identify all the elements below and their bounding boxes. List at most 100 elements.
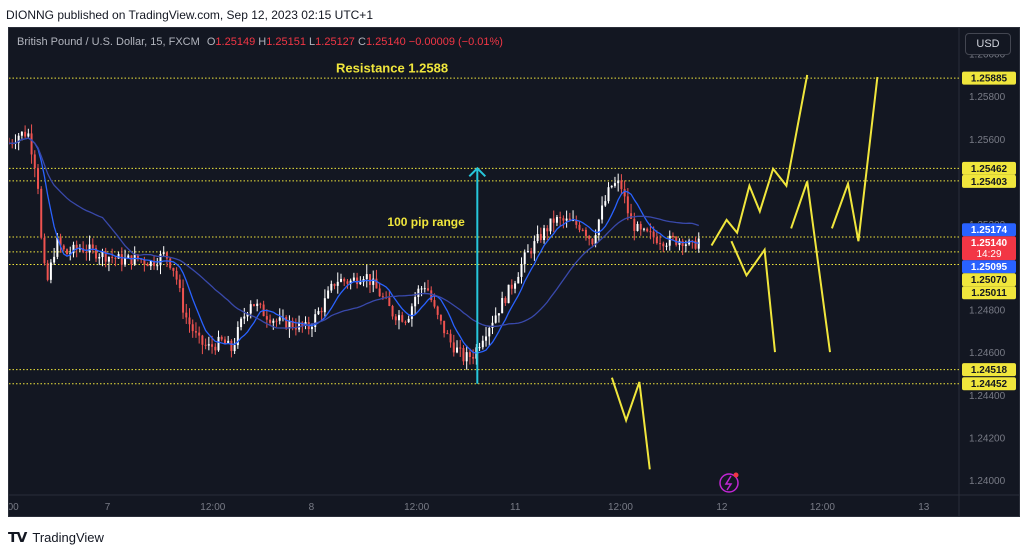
candle-body bbox=[59, 237, 62, 246]
chart-frame[interactable]: 1.260001.258001.256001.254001.252001.250… bbox=[8, 27, 1020, 517]
candle-body bbox=[178, 279, 181, 289]
candle-body bbox=[623, 189, 626, 197]
candle-body bbox=[53, 256, 56, 263]
candle-body bbox=[398, 315, 401, 321]
candle-body bbox=[675, 237, 678, 245]
candle-body bbox=[185, 312, 188, 318]
projection-path bbox=[730, 240, 776, 353]
candle-body bbox=[146, 263, 149, 267]
candle-body bbox=[584, 229, 587, 236]
candle-body bbox=[252, 304, 255, 307]
candle-body bbox=[391, 306, 394, 317]
candle-body bbox=[539, 234, 542, 240]
candle-body bbox=[214, 346, 217, 351]
candle-body bbox=[485, 336, 488, 341]
projection-path bbox=[790, 181, 831, 353]
price-label-badge bbox=[962, 71, 1016, 85]
candle-body bbox=[37, 168, 40, 189]
price-label-badge bbox=[962, 223, 1016, 237]
candle-body bbox=[288, 320, 291, 329]
candle-body bbox=[652, 231, 655, 238]
candle-body bbox=[436, 306, 439, 315]
candle-body bbox=[24, 131, 27, 137]
candle-body bbox=[240, 318, 243, 328]
x-tick-label: 12 bbox=[716, 502, 728, 513]
candle-body bbox=[523, 252, 526, 265]
candle-body bbox=[365, 274, 368, 280]
candle-body bbox=[43, 237, 46, 264]
candle-body bbox=[594, 235, 597, 245]
candle-body bbox=[684, 244, 687, 246]
candle-body bbox=[414, 297, 417, 307]
brand-name: TradingView bbox=[32, 530, 104, 545]
candle-body bbox=[446, 333, 449, 335]
publish-caption: DIONNG published on TradingView.com, Sep… bbox=[6, 8, 373, 22]
candle-body bbox=[497, 313, 500, 316]
candle-body bbox=[604, 201, 607, 206]
price-chart[interactable]: 1.260001.258001.256001.254001.252001.250… bbox=[9, 28, 1019, 516]
candle-body bbox=[356, 277, 359, 285]
candle-body bbox=[552, 218, 555, 223]
candle-body bbox=[333, 283, 336, 286]
candle-body bbox=[114, 257, 117, 259]
price-label-text: 1.24452 bbox=[971, 379, 1008, 390]
candle-body bbox=[501, 298, 504, 314]
candle-body bbox=[478, 347, 481, 349]
candle-body bbox=[124, 258, 127, 265]
candle-body bbox=[162, 252, 165, 254]
candle-body bbox=[352, 277, 355, 281]
candle-body bbox=[143, 259, 146, 264]
y-tick-label: 1.24400 bbox=[969, 391, 1006, 402]
candle-body bbox=[75, 244, 78, 250]
candle-body bbox=[459, 347, 462, 349]
candle-body bbox=[56, 237, 59, 257]
candle-body bbox=[317, 311, 320, 315]
low-label: L bbox=[309, 36, 316, 48]
price-label-badge bbox=[962, 273, 1016, 287]
currency-button[interactable]: USD bbox=[965, 33, 1011, 55]
open-label: O bbox=[206, 36, 216, 48]
candle-body bbox=[182, 288, 185, 313]
candle-body bbox=[407, 318, 410, 323]
candle-body bbox=[671, 235, 674, 238]
candle-body bbox=[204, 344, 207, 346]
candle-body bbox=[20, 131, 23, 136]
candle-body bbox=[433, 300, 436, 307]
tradingview-logo-icon: 𝗧𝗩 bbox=[8, 529, 27, 545]
candle-body bbox=[646, 228, 649, 232]
slow-moving-average-line bbox=[9, 137, 700, 329]
candle-body bbox=[91, 244, 94, 249]
close-label: C bbox=[357, 36, 366, 48]
candle-body bbox=[472, 356, 475, 359]
candle-body bbox=[153, 260, 156, 266]
candle-body bbox=[665, 245, 668, 247]
notification-dot-icon bbox=[733, 472, 739, 478]
candle-body bbox=[111, 257, 114, 259]
close-value: 1.25140 bbox=[365, 36, 406, 48]
x-tick-label: 13 bbox=[918, 502, 930, 513]
price-label-text: 1.25885 bbox=[971, 74, 1008, 85]
candle-body bbox=[17, 135, 20, 143]
price-label-badge bbox=[962, 236, 1016, 261]
candle-body bbox=[323, 298, 326, 313]
candle-body bbox=[339, 278, 342, 282]
lightning-icon-bolt bbox=[724, 475, 733, 491]
candle-body bbox=[211, 344, 214, 347]
candle-body bbox=[694, 240, 697, 249]
candle-body bbox=[607, 187, 610, 202]
candle-body bbox=[243, 316, 246, 319]
candle-body bbox=[572, 219, 575, 221]
candle-body bbox=[107, 257, 110, 262]
candle-body bbox=[613, 183, 616, 186]
candle-body bbox=[626, 196, 629, 214]
candle-body bbox=[533, 241, 536, 254]
candle-body bbox=[481, 340, 484, 348]
candle-body bbox=[165, 252, 168, 259]
candle-body bbox=[149, 260, 152, 267]
candle-body bbox=[78, 248, 81, 250]
candle-body bbox=[66, 249, 69, 255]
candle-body bbox=[588, 235, 591, 239]
candle-body bbox=[136, 254, 139, 259]
y-tick-label: 1.24600 bbox=[969, 348, 1006, 359]
projection-path bbox=[830, 76, 879, 242]
